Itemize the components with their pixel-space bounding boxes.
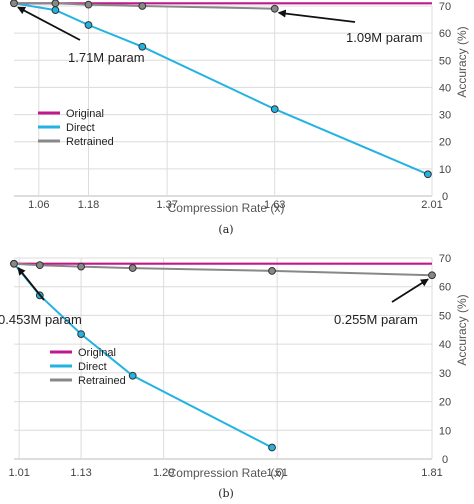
y-axis-label: Accuracy (%) [455,26,469,97]
data-point-direct [268,443,276,452]
annotation-arrow [391,278,429,303]
data-point-retrained [428,271,436,280]
data-point-retrained [268,267,276,275]
legend: Original Direct Retrained [38,108,114,148]
x-tick-label: 2.01 [421,199,442,211]
chart-panel-b: 0 10 20 30 40 50 60 70 1.01 1.13 1.29 1.51 1.81 Com… [0,253,469,500]
data-point-retrained [270,4,279,13]
y-axis: 0 10 20 30 40 50 60 70 [439,1,451,203]
y-tick-label: 20 [439,137,451,149]
data-point-direct [138,42,147,51]
data-point-direct [51,6,60,14]
legend: Original Direct Retrained [50,347,126,387]
data-point-retrained [10,0,18,8]
series [10,259,436,452]
y-axis: 0 10 20 30 40 50 60 70 [439,253,451,466]
data-point-retrained [138,2,147,10]
data-point-retrained [51,0,60,8]
data-point-direct [423,170,432,179]
annotation-arrow [277,9,356,23]
y-tick-label: 50 [439,310,451,322]
x-axis-label: Compression Rate (x) [168,466,285,480]
y-tick-label: 30 [439,110,451,122]
y-tick-label: 0 [442,454,448,466]
data-point-retrained [128,264,137,272]
annotations: 1.71M param 1.09M param [17,6,423,65]
x-tick-label: 1.29 [153,467,174,479]
panel-caption: (b) [218,487,234,500]
series-line-retrained [13,262,433,277]
x-tick-label: 1.81 [421,467,442,479]
annotations: 0.453M param 0.255M param [0,266,429,327]
y-tick-label: 10 [439,425,451,437]
legend-label: Direct [66,122,95,134]
y-tick-label: 50 [439,55,451,67]
legend-label: Retrained [66,136,114,148]
x-tick-label: 1.51 [266,467,287,479]
x-tick-label: 1.63 [264,199,285,211]
x-tick-label: 1.01 [8,467,29,479]
x-tick-label: 1.13 [70,467,91,479]
annotation-arrow [17,266,45,301]
y-tick-label: 60 [439,28,451,40]
annotation-label: 0.453M param [0,312,82,327]
y-tick-label: 70 [439,253,451,265]
y-tick-label: 30 [439,368,451,380]
annotation-label: 1.09M param [346,30,423,45]
x-axis: 1.01 1.13 1.29 1.51 1.81 [8,467,442,479]
y-tick-label: 20 [439,397,451,409]
chart-panel-a: 0 10 20 30 40 50 60 70 1.06 1.18 1.37 1.63 2.01 Com… [10,0,469,236]
data-point-retrained [35,261,44,270]
data-point-direct [270,105,279,114]
data-point-retrained [10,259,18,268]
annotation-arrow [17,6,81,41]
grid [14,257,433,460]
y-tick-label: 70 [439,1,451,13]
x-tick-label: 1.06 [28,199,49,211]
y-tick-label: 40 [439,82,451,94]
series-line-direct [13,2,429,176]
y-tick-label: 40 [439,339,451,351]
annotation-label: 0.255M param [334,312,418,327]
data-point-direct [128,371,137,380]
data-point-retrained [84,0,93,9]
x-axis-label: Compression Rate (x) [168,201,285,215]
series-line-direct [13,263,273,449]
y-tick-label: 60 [439,282,451,294]
x-tick-label: 1.37 [156,199,177,211]
legend-label: Direct [78,361,107,373]
data-point-direct [84,21,93,29]
data-point-direct [77,330,85,338]
data-point-retrained [77,262,85,271]
legend-label: Original [78,347,116,359]
grid [14,5,433,197]
y-axis-label: Accuracy (%) [455,294,469,365]
annotation-label: 1.71M param [68,50,145,65]
panel-caption: (a) [218,223,233,236]
x-tick-label: 1.18 [78,199,99,211]
x-axis: 1.06 1.18 1.37 1.63 2.01 [28,199,443,211]
series [10,0,432,179]
legend-label: Retrained [78,375,126,387]
legend-label: Original [66,108,104,120]
y-tick-label: 10 [439,164,451,176]
y-tick-label: 0 [442,191,448,203]
